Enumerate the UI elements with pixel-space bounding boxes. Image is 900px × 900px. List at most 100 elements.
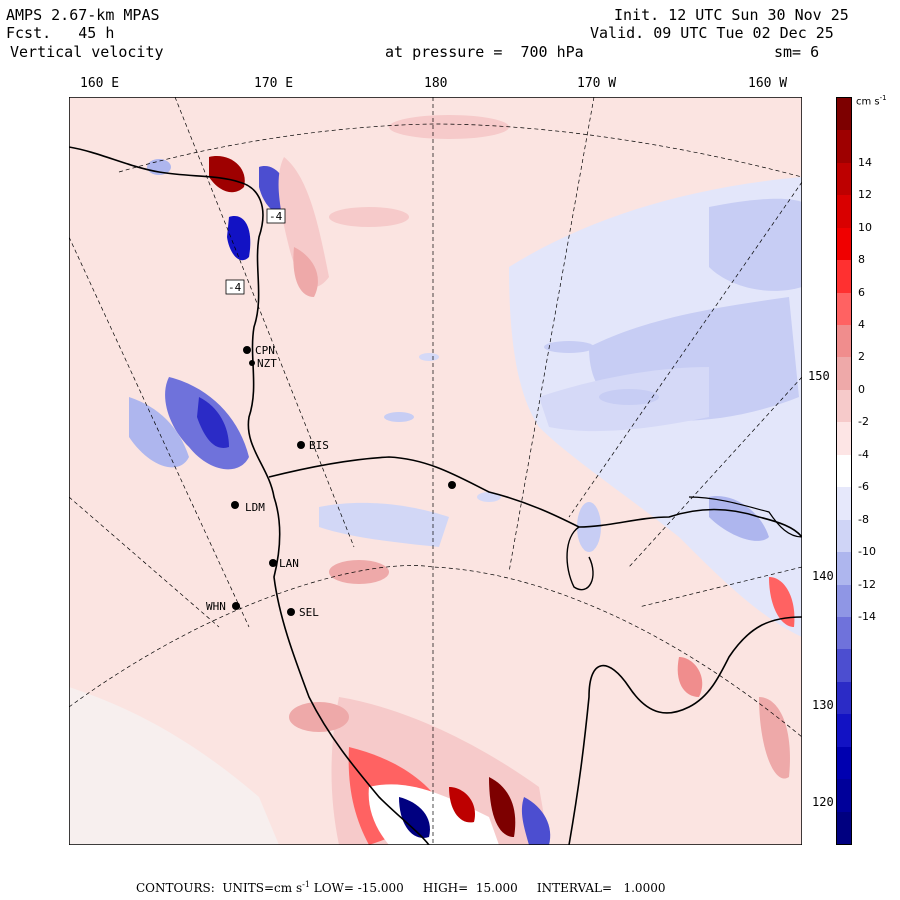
meridian-160w bbox=[568, 181, 802, 518]
footer-interval: INTERVAL= 1.0000 bbox=[536, 881, 666, 895]
colorbar-tick-label: -8 bbox=[858, 512, 869, 526]
colorbar-cell bbox=[837, 616, 851, 650]
right-label-150w: 150 W bbox=[808, 369, 845, 383]
meridian-150e bbox=[69, 496, 220, 628]
contour-label-box bbox=[225, 279, 245, 295]
colorbar-units-text: cm s bbox=[856, 96, 880, 108]
station-marker-nzt[interactable] bbox=[249, 360, 255, 366]
lon-label-160w: 160 W bbox=[748, 76, 788, 91]
strong-updraft-north bbox=[209, 156, 245, 193]
colorbar-tick-label: -12 bbox=[858, 577, 876, 591]
colorbar-tick-label: -14 bbox=[858, 609, 876, 623]
contour-label: -4 bbox=[269, 210, 283, 223]
colorbar-tick-label: 4 bbox=[858, 318, 865, 332]
forecast-label: Fcst. 45 h bbox=[6, 24, 114, 42]
station-marker-bis[interactable] bbox=[297, 441, 305, 449]
core-downdraft-coast bbox=[197, 397, 229, 448]
forecast-hours: 45 h bbox=[78, 24, 115, 42]
station-marker-cpn[interactable] bbox=[243, 346, 251, 354]
downdraft-patch-northeast bbox=[709, 198, 802, 291]
lon-label-170e: 170 E bbox=[254, 76, 294, 91]
downdraft-cell bbox=[419, 353, 439, 361]
station-marker-shelf[interactable] bbox=[448, 481, 456, 489]
colorbar-cell bbox=[837, 487, 851, 521]
colorbar-cell bbox=[837, 584, 851, 618]
footer-high: HIGH= 15.000 bbox=[422, 881, 518, 895]
downdraft-cell bbox=[384, 412, 414, 422]
downdraft-south-east bbox=[521, 797, 551, 845]
station-label-ldm: LDM bbox=[245, 501, 265, 514]
colorbar-cell bbox=[837, 195, 851, 229]
lon-label-160e: 160 E bbox=[80, 76, 120, 91]
smoothing-label: sm= 6 bbox=[774, 43, 820, 61]
colorbar-units-exponent: -1 bbox=[879, 94, 887, 102]
colorbar-cell bbox=[837, 454, 851, 488]
meridian-170w bbox=[508, 97, 595, 573]
station-label-nzt: NZT bbox=[257, 357, 277, 370]
footer-exponent: -1 bbox=[302, 880, 310, 889]
colorbar-cell bbox=[837, 519, 851, 553]
colorbar-cell bbox=[837, 227, 851, 261]
colorbar-cell bbox=[837, 292, 851, 326]
colorbar-cell bbox=[837, 98, 851, 131]
colorbar-cell bbox=[837, 552, 851, 585]
colorbar-tick-label: -2 bbox=[858, 415, 869, 429]
colorbar-cell bbox=[837, 649, 851, 683]
colorbar-tick-label: 14 bbox=[858, 155, 872, 169]
updraft-band-far-east bbox=[759, 697, 790, 779]
ice-shelf-front bbox=[268, 456, 802, 538]
station-label-cpn: CPN bbox=[255, 344, 275, 357]
colorbar-cell bbox=[837, 325, 851, 358]
colorbar-cell bbox=[837, 357, 851, 391]
updraft-cell bbox=[329, 207, 409, 227]
station-marker-ldm[interactable] bbox=[231, 501, 239, 509]
colorbar-tick-label: 10 bbox=[858, 220, 872, 234]
contour-label-box bbox=[266, 208, 286, 224]
colorbar-cell bbox=[837, 389, 851, 423]
pressure-level: at pressure = 700 hPa bbox=[385, 43, 584, 61]
init-time: Init. 12 UTC Sun 30 Nov 25 bbox=[614, 6, 849, 24]
parallel-south bbox=[69, 565, 802, 738]
downdraft-core-south bbox=[399, 797, 430, 838]
footer-low: LOW= -15.000 bbox=[313, 881, 404, 895]
coast-segment-east bbox=[688, 496, 802, 538]
lon-label-180: 180 bbox=[424, 76, 448, 91]
updraft-core-south bbox=[449, 787, 475, 823]
downdraft-core-north bbox=[227, 216, 251, 261]
footer-contours: CONTOURS: UNITS=cm s bbox=[136, 881, 303, 895]
updraft-ridge-core bbox=[293, 247, 318, 297]
downdraft-cell bbox=[599, 389, 659, 405]
colorbar-units: cm s-1 bbox=[856, 94, 887, 107]
valid-time: Valid. 09 UTC Tue 02 Dec 25 bbox=[590, 24, 834, 42]
colorbar-cell bbox=[837, 811, 851, 845]
downdraft-patch-shelf bbox=[319, 502, 449, 547]
updraft-spot-east bbox=[677, 657, 703, 697]
colorbar-tick-label: -4 bbox=[858, 447, 869, 461]
model-title: AMPS 2.67-km MPAS bbox=[6, 6, 160, 24]
downdraft-cell bbox=[477, 492, 501, 502]
colorbar-cell bbox=[837, 162, 851, 196]
station-label-sel: SEL bbox=[299, 606, 319, 619]
lon-label-170w: 170 W bbox=[577, 76, 617, 91]
downdraft-streak-east bbox=[709, 496, 769, 541]
station-marker-sel[interactable] bbox=[287, 608, 295, 616]
station-marker-whn[interactable] bbox=[232, 602, 240, 610]
downdraft-cell bbox=[544, 341, 594, 353]
updraft-ridge-north bbox=[278, 157, 329, 287]
colorbar-cell bbox=[837, 746, 851, 780]
smooth-region-southwest bbox=[69, 687, 279, 845]
grounding-line bbox=[568, 616, 802, 845]
downdraft-fringe-coast bbox=[129, 397, 189, 468]
station-label-whn: WHN bbox=[206, 600, 226, 613]
colorbar-tick-label: 6 bbox=[858, 285, 865, 299]
colorbar-tick-label: 12 bbox=[858, 188, 872, 202]
colorbar-cell bbox=[837, 260, 851, 294]
vertical-velocity-map: CPN NZT BIS LDM LAN WHN SEL -4 -4 bbox=[69, 97, 802, 845]
updraft-streak-far-east bbox=[769, 577, 795, 627]
ice-rise-outline bbox=[566, 526, 594, 591]
contour-footer: CONTOURS: UNITS=cm s-1 LOW= -15.000 HIGH… bbox=[136, 880, 665, 895]
station-marker-lan[interactable] bbox=[269, 559, 277, 567]
colorbar-tick-label: -6 bbox=[858, 480, 869, 494]
station-label-bis: BIS bbox=[309, 439, 329, 452]
station-label-lan: LAN bbox=[279, 557, 299, 570]
